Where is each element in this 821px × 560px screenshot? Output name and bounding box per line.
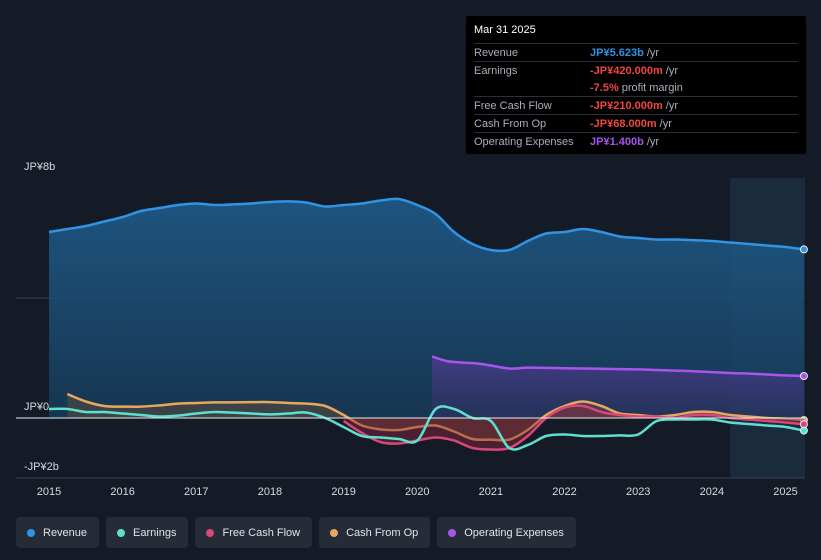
x-tick-label-2020: 2020 xyxy=(405,486,429,498)
area-operating-expenses xyxy=(432,356,804,418)
area-revenue xyxy=(49,198,804,418)
legend-cash-from-op[interactable]: Cash From Op xyxy=(319,517,431,548)
x-tick-label-2019: 2019 xyxy=(331,486,355,498)
endpoint-operating-expenses xyxy=(799,372,808,380)
financial-chart: JP¥8b JP¥0 -JP¥2b 2015 2016 2017 2018 2019 2020 2… xyxy=(16,161,808,498)
legend-earnings[interactable]: Earnings xyxy=(106,517,189,548)
endpoint-earnings xyxy=(799,426,808,435)
legend-dot-cash-from-op xyxy=(330,528,339,537)
line-cash-from-op xyxy=(66,392,804,442)
legend-dot-free-cash-flow xyxy=(206,528,215,537)
y-tick-label-1: JP¥0 xyxy=(24,401,49,413)
x-tick-label-2016: 2016 xyxy=(110,486,134,498)
endpoint-revenue xyxy=(799,245,808,254)
x-tick-label-2024: 2024 xyxy=(700,486,724,498)
line-operating-expenses xyxy=(431,355,804,378)
x-tick-label-2023: 2023 xyxy=(626,486,650,498)
x-tick-label-2025: 2025 xyxy=(773,486,797,498)
data-tooltip: Mar 31 2025 Revenue JP¥5.623b /yr Earnin… xyxy=(466,16,806,154)
tooltip-row-operating-expenses: Operating Expenses JP¥1.400b /yr xyxy=(474,132,798,150)
x-tick-label-2022: 2022 xyxy=(552,486,576,498)
legend-dot-operating-expenses xyxy=(448,528,457,537)
x-tick-label-2015: 2015 xyxy=(37,486,61,498)
tooltip-row-free-cash-flow: Free Cash Flow -JP¥210.000m /yr xyxy=(474,96,798,114)
area-cash-from-op xyxy=(67,394,804,441)
legend-dot-revenue xyxy=(27,528,35,537)
tooltip-date: Mar 31 2025 xyxy=(474,24,536,36)
x-tick-label-2021: 2021 xyxy=(479,486,503,498)
x-tick-label-2017: 2017 xyxy=(184,486,208,498)
tooltip-row-revenue: Revenue JP¥5.623b /yr xyxy=(474,43,798,61)
y-tick-label-0: JP¥8b xyxy=(24,161,55,173)
legend-dot-earnings xyxy=(117,528,126,537)
line-revenue xyxy=(48,197,805,253)
legend-operating-expenses[interactable]: Operating Expenses xyxy=(437,517,576,548)
tooltip-row-cash-from-op: Cash From Op -JP¥68.000m /yr xyxy=(474,114,798,132)
tooltip-row-profit-margin: -7.5% profit margin xyxy=(590,81,683,94)
tooltip-row-earnings: Earnings -JP¥420.000m /yr xyxy=(474,61,798,79)
chart-legend: Revenue Earnings Free Cash Flow Cash Fro… xyxy=(16,517,576,548)
legend-free-cash-flow[interactable]: Free Cash Flow xyxy=(195,517,313,548)
legend-revenue[interactable]: Revenue xyxy=(16,517,100,548)
y-tick-label-2: -JP¥2b xyxy=(24,461,59,473)
x-tick-label-2018: 2018 xyxy=(258,486,282,498)
line-earnings xyxy=(48,405,805,451)
